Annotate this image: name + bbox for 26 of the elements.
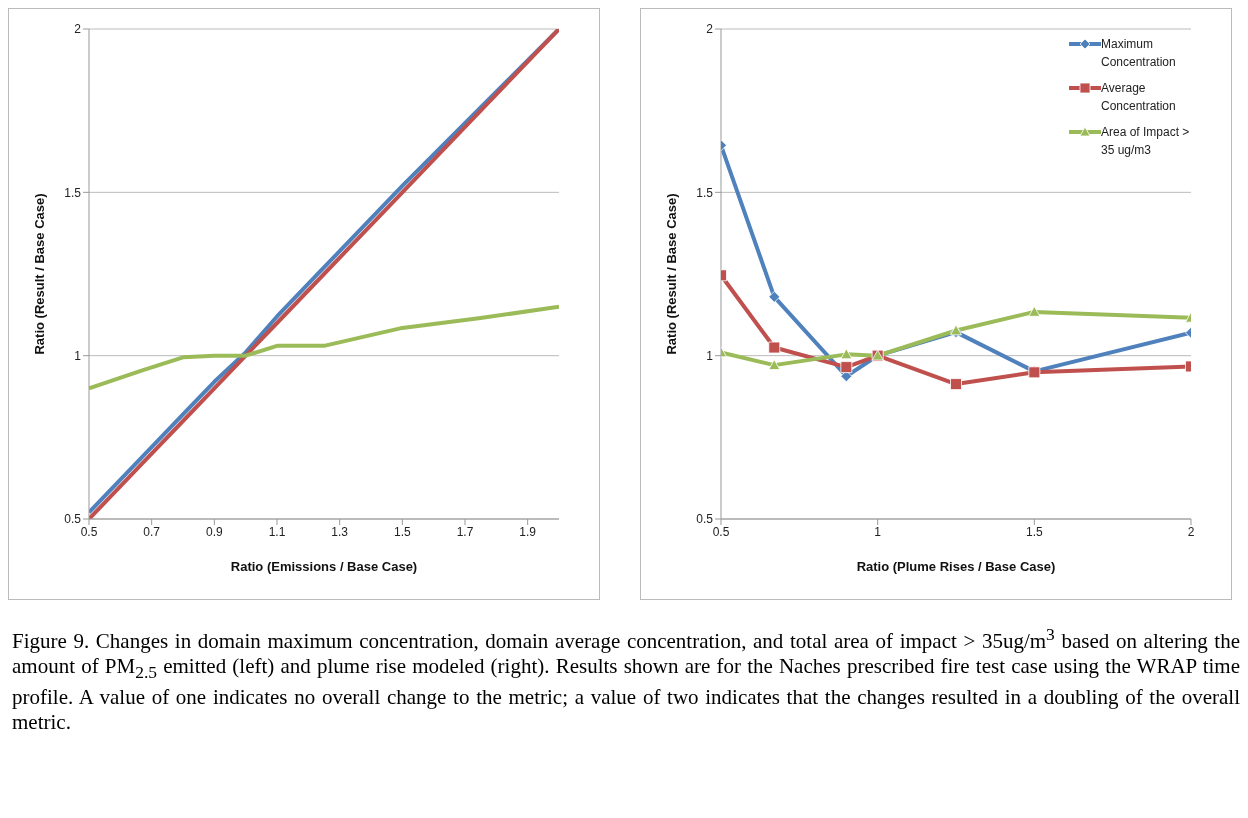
legend-label: Average Concentration	[1101, 80, 1177, 115]
y-tick-label: 0.5	[64, 512, 82, 527]
y-tick-label: 2	[74, 22, 82, 37]
x-tick-label: 0.7	[143, 524, 161, 539]
y-axis-title: Ratio (Result / Base Case)	[663, 193, 679, 355]
x-axis-title: Ratio (Emissions / Base Case)	[230, 559, 418, 574]
x-tick-label: 1.3	[331, 524, 349, 539]
x-tick-label: 1.7	[456, 524, 474, 539]
x-tick-label: 1.9	[519, 524, 537, 539]
x-tick-label: 1.1	[268, 524, 286, 539]
y-tick-label: 2	[706, 22, 714, 37]
x-tick-label: 1.5	[1025, 524, 1043, 539]
y-tick-label: 1.5	[64, 185, 82, 200]
text: Figure 9. Changes in domain maximum concentration, domain average concentration, and total area of impact > 35ug/m$^{3}$ based on altering the amount of PM$_{2.5}$ emitted (left) and plume rise modeled (right). Results shown are for the Naches prescribed fire test case using the WRAP time profile. A value of one indicates no overall change to the metric; a value of two indicates that the changes resulted in a doubling of the overall metric.	[12, 624, 1241, 735]
legend-label: Maximum Concentration	[1101, 36, 1177, 71]
x-tick-label: 2	[1187, 524, 1195, 539]
x-tick-label: 0.9	[205, 524, 223, 539]
y-tick-label: 1.5	[696, 185, 714, 200]
y-tick-label: 1	[706, 348, 714, 363]
x-tick-label: 1	[874, 524, 882, 539]
y-axis-title: Ratio (Result / Base Case)	[31, 193, 47, 355]
legend-label: Area of Impact > 35 ug/m3	[1101, 124, 1191, 159]
y-tick-label: 0.5	[696, 512, 714, 527]
y-tick-label: 1	[74, 348, 82, 363]
x-tick-label: 1.5	[393, 524, 411, 539]
x-axis-title: Ratio (Plume Rises / Base Case)	[856, 559, 1056, 574]
